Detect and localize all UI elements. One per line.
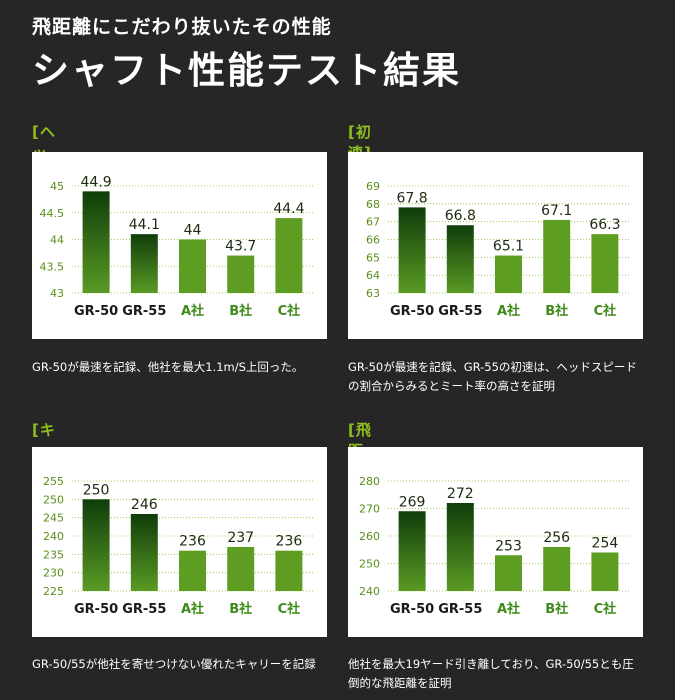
- category-label: GR-55: [122, 304, 166, 319]
- chart-card-initial-speed: 63 64 65 66 67 68 69 67.8 GR-50 66.8 GR-55 65.1 A社 67…: [348, 152, 643, 339]
- bar: [398, 207, 426, 293]
- bar-value-label: 44: [184, 223, 202, 239]
- y-tick-label: 45: [50, 180, 64, 193]
- category-label: C社: [278, 601, 301, 617]
- category-label: B社: [545, 303, 568, 319]
- y-tick-label: 43.5: [40, 260, 65, 273]
- bar: [591, 234, 619, 293]
- bar-value-label: 66.3: [589, 217, 620, 233]
- bar: [446, 503, 474, 591]
- y-tick-label: 245: [43, 512, 64, 525]
- bar: [130, 234, 158, 293]
- caption-initial-speed: GR-50が最速を記録、GR-55の初速は、ヘッドスピードの割合からみるとミート…: [348, 360, 637, 393]
- bar: [179, 550, 206, 591]
- bar: [543, 219, 571, 293]
- y-tick-label: 240: [359, 585, 380, 598]
- y-tick-label: 235: [43, 548, 64, 561]
- bar-value-label: 272: [447, 486, 474, 502]
- chart-card-distance: 240 250 260 270 280 269 GR-50 272 GR-55 253 A社 256 B…: [348, 447, 643, 637]
- category-label: GR-50: [74, 304, 118, 319]
- page-subtitle: 飛距離にこだわり抜いたその性能: [32, 16, 332, 38]
- y-tick-label: 43: [50, 287, 64, 300]
- bar: [275, 218, 303, 293]
- category-label: A社: [181, 303, 204, 319]
- y-tick-label: 66: [366, 234, 380, 247]
- bar-value-label: 246: [131, 497, 158, 513]
- category-label: GR-50: [74, 602, 118, 617]
- bar-value-label: 66.8: [445, 208, 476, 224]
- bar: [130, 514, 158, 591]
- category-label: GR-50: [390, 304, 434, 319]
- category-label: GR-55: [438, 304, 482, 319]
- y-tick-label: 255: [43, 475, 64, 488]
- y-tick-label: 240: [43, 530, 64, 543]
- y-tick-label: 250: [359, 558, 380, 571]
- caption-carry: GR-50/55が他社を寄せつけない優れたキャリーを記録: [32, 657, 316, 671]
- y-tick-label: 64: [366, 269, 380, 282]
- bar-value-label: 65.1: [493, 239, 524, 255]
- y-tick-label: 69: [366, 180, 380, 193]
- caption-distance: 他社を最大19ヤード引き離しており、GR-50/55とも圧倒的な飛距離を証明: [348, 657, 634, 690]
- bar: [495, 555, 522, 591]
- bar: [82, 499, 110, 591]
- bar-value-label: 43.7: [225, 239, 256, 255]
- category-label: GR-55: [438, 602, 482, 617]
- bar: [591, 552, 619, 591]
- category-label: A社: [497, 601, 520, 617]
- category-label: A社: [181, 601, 204, 617]
- bar-value-label: 250: [83, 482, 110, 498]
- y-tick-label: 44.5: [40, 207, 65, 220]
- bar: [446, 225, 474, 293]
- bar-value-label: 236: [276, 534, 303, 550]
- y-tick-label: 280: [359, 475, 380, 488]
- category-label: A社: [497, 303, 520, 319]
- y-tick-label: 44: [50, 234, 64, 247]
- caption-head-speed: GR-50が最速を記録、他社を最大1.1m/S上回った。: [32, 360, 304, 374]
- bar-value-label: 44.9: [81, 174, 112, 190]
- chart-carry: 225 230 235 240 245 250 255 250 GR-50 246 GR-55 236…: [43, 475, 313, 617]
- category-label: GR-55: [122, 602, 166, 617]
- chart-head-speed: 43 43.5 44 44.5 45 44.9 GR-50 44.1 GR-55 44 A社 43.7…: [40, 174, 313, 319]
- y-tick-label: 68: [366, 198, 380, 211]
- y-tick-label: 250: [43, 493, 64, 506]
- bar-value-label: 67.1: [541, 203, 572, 219]
- bar: [179, 239, 206, 293]
- bar-value-label: 44.1: [129, 217, 160, 233]
- y-tick-label: 67: [366, 216, 380, 229]
- bar-value-label: 254: [592, 536, 619, 552]
- bar-value-label: 236: [179, 534, 206, 550]
- bar: [82, 191, 110, 293]
- category-label: C社: [594, 601, 617, 617]
- bar-value-label: 256: [543, 530, 570, 546]
- category-label: B社: [545, 601, 568, 617]
- bar-value-label: 237: [227, 530, 254, 546]
- category-label: B社: [229, 303, 252, 319]
- y-tick-label: 65: [366, 251, 380, 264]
- chart-card-carry: 225 230 235 240 245 250 255 250 GR-50 246 GR-55 236…: [32, 447, 327, 637]
- chart-initial-speed: 63 64 65 66 67 68 69 67.8 GR-50 66.8 GR-55 65.1 A社 67…: [366, 180, 629, 319]
- bar-value-label: 253: [495, 538, 522, 554]
- y-tick-label: 260: [359, 530, 380, 543]
- bar: [543, 547, 571, 591]
- bar: [275, 550, 303, 591]
- page-title: シャフト性能テスト結果: [32, 49, 461, 92]
- y-tick-label: 230: [43, 567, 64, 580]
- category-label: B社: [229, 601, 252, 617]
- bar-value-label: 269: [399, 494, 426, 510]
- bar-value-label: 44.4: [273, 201, 304, 217]
- y-tick-label: 270: [359, 503, 380, 516]
- bar: [398, 511, 426, 591]
- bar: [227, 255, 255, 293]
- y-tick-label: 225: [43, 585, 64, 598]
- bar: [227, 547, 255, 591]
- chart-distance: 240 250 260 270 280 269 GR-50 272 GR-55 253 A社 256 B…: [359, 475, 629, 617]
- y-tick-label: 63: [366, 287, 380, 300]
- chart-card-head-speed: 43 43.5 44 44.5 45 44.9 GR-50 44.1 GR-55 44 A社 43.7…: [32, 152, 327, 339]
- bar-value-label: 67.8: [397, 190, 428, 206]
- bar: [495, 255, 522, 293]
- category-label: GR-50: [390, 602, 434, 617]
- category-label: C社: [594, 303, 617, 319]
- category-label: C社: [278, 303, 301, 319]
